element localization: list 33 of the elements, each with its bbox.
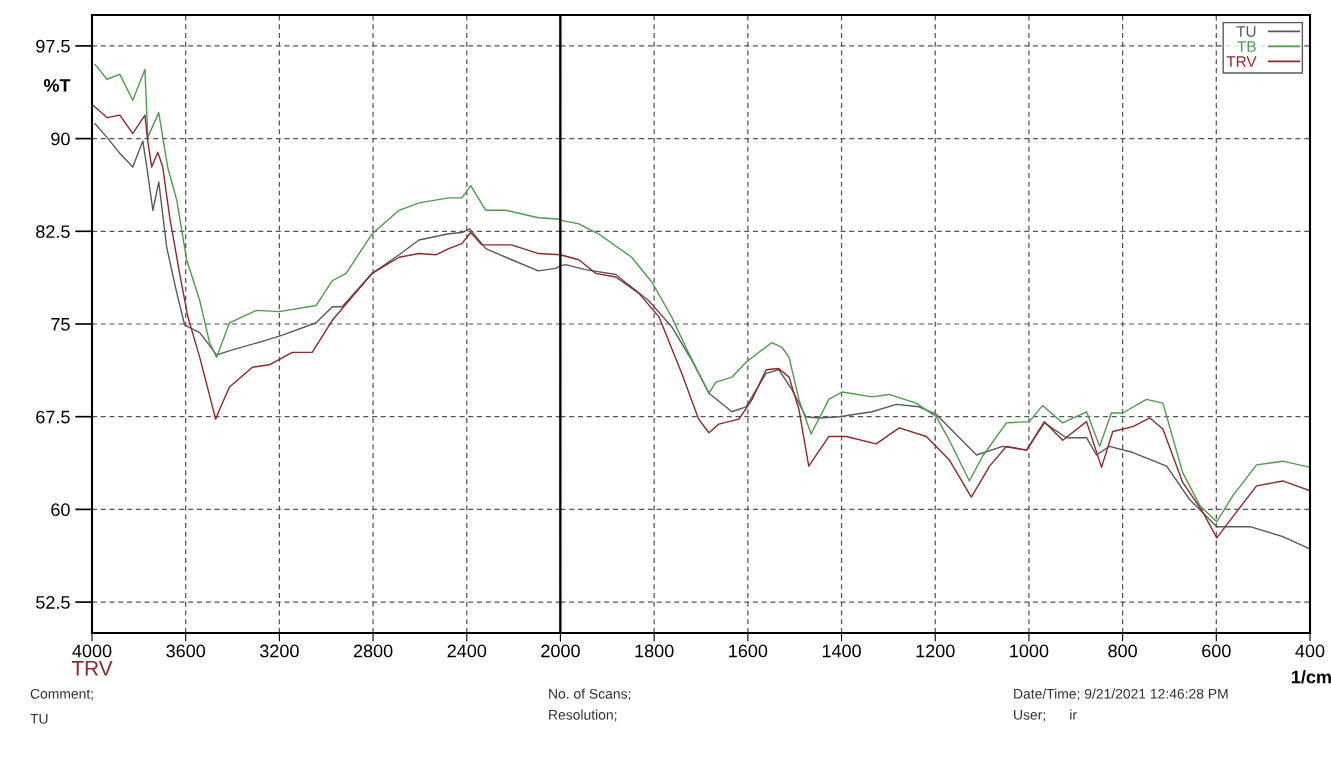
x-tick-label: 1800 (635, 644, 674, 658)
y-tick-label: 97.5 (36, 39, 70, 53)
y-tick-label: 82.5 (36, 225, 70, 239)
y-tick-label: 60 (51, 503, 70, 517)
x-tick-label: 2400 (447, 644, 487, 658)
text: TU (30, 714, 48, 724)
y-tick-label: 67.5 (36, 410, 70, 424)
x-axis-title: 1/cm (1291, 670, 1331, 684)
text: No. of Scans; (549, 688, 631, 701)
x-tick-label: 2000 (541, 644, 580, 658)
x-tick-label: 600 (1202, 644, 1231, 658)
y-axis-title: %T (43, 79, 71, 92)
x-tick-label: 400 (1295, 644, 1325, 658)
text: TRV (71, 661, 113, 676)
y-tick-label: 52.5 (36, 596, 70, 609)
x-tick-label: 1000 (1010, 644, 1049, 658)
y-tick-label: 75 (51, 318, 70, 331)
x-tick-label: 800 (1108, 644, 1137, 658)
x-tick-label: 3200 (259, 644, 299, 658)
legend-label: TRV (1226, 56, 1257, 67)
y-tick-label: 90 (51, 132, 70, 146)
x-tick-label: 1200 (916, 644, 955, 658)
x-tick-label: 3600 (166, 644, 206, 658)
text: Resolution; (549, 709, 617, 722)
text: Date/Time; 9/21/2021 12:46:28 PM (1014, 688, 1228, 701)
legend-label: TU (1236, 26, 1256, 37)
x-tick-label: 4000 (72, 644, 112, 658)
text: Comment; (30, 688, 93, 701)
legend-label: TB (1237, 41, 1256, 52)
x-tick-label: 1600 (729, 644, 768, 658)
text: User; ir (1014, 709, 1077, 722)
x-tick-label: 1400 (822, 644, 861, 658)
x-tick-label: 2800 (353, 644, 393, 658)
